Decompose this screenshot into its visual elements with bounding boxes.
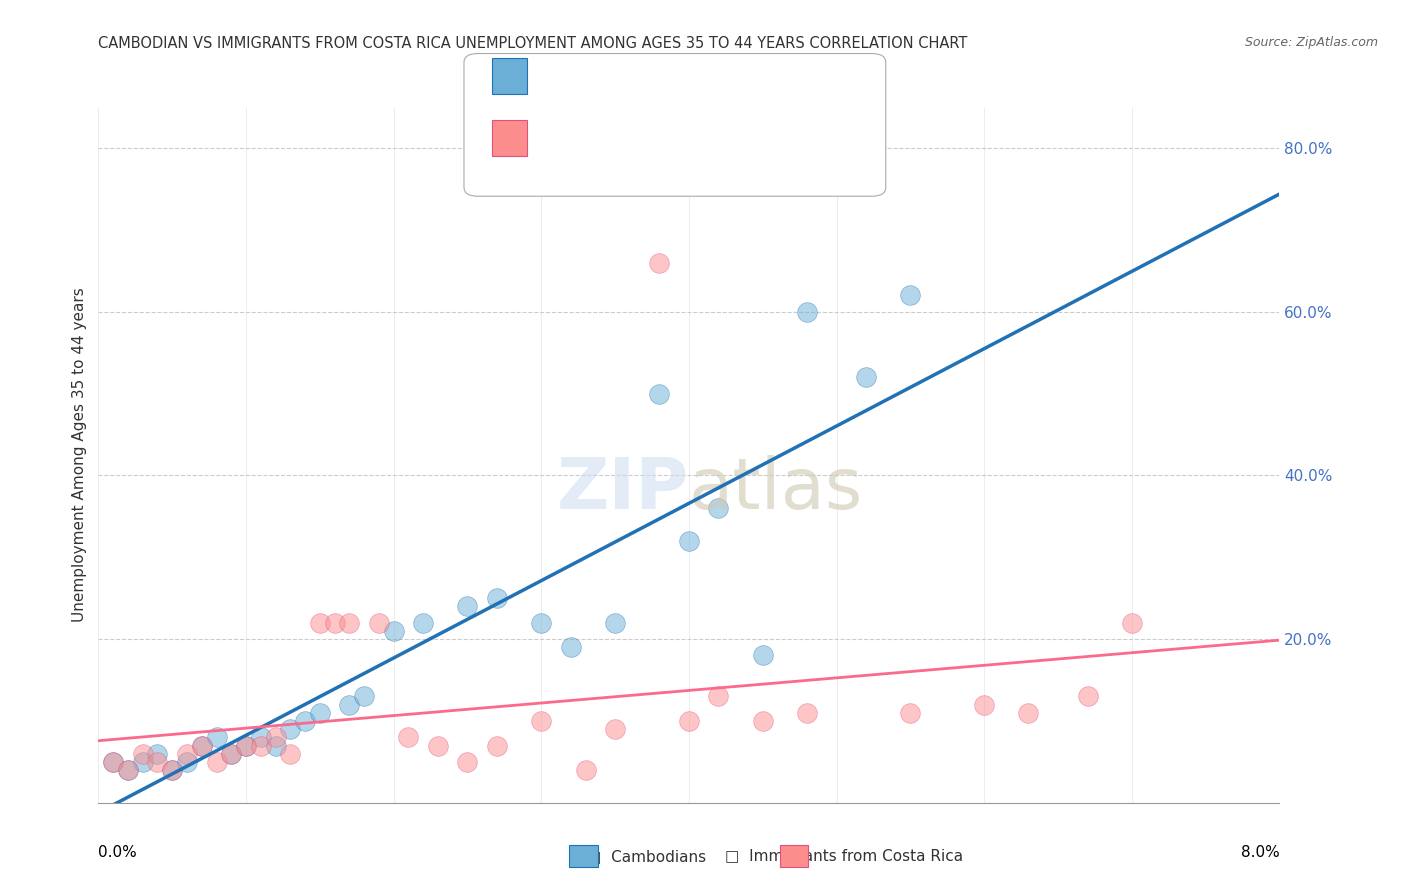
Point xyxy=(146,755,169,769)
Point xyxy=(205,755,228,769)
Point xyxy=(796,304,818,318)
Text: □  Immigrants from Costa Rica: □ Immigrants from Costa Rica xyxy=(724,849,963,863)
Point xyxy=(278,747,302,761)
Text: N =: N = xyxy=(661,69,695,83)
Point xyxy=(337,698,360,712)
Point xyxy=(264,731,287,745)
Point xyxy=(382,624,405,638)
Point xyxy=(1121,615,1143,630)
Point xyxy=(751,714,773,728)
Point xyxy=(132,755,155,769)
Point xyxy=(1077,690,1099,704)
Point xyxy=(751,648,773,663)
Point xyxy=(323,615,346,630)
Point xyxy=(235,739,257,753)
Point xyxy=(396,731,419,745)
Text: R =: R = xyxy=(534,131,568,145)
Point xyxy=(1017,706,1039,720)
Point xyxy=(132,747,155,761)
Text: ZIP: ZIP xyxy=(557,455,689,524)
Point xyxy=(678,533,700,548)
Text: CAMBODIAN VS IMMIGRANTS FROM COSTA RICA UNEMPLOYMENT AMONG AGES 35 TO 44 YEARS C: CAMBODIAN VS IMMIGRANTS FROM COSTA RICA … xyxy=(98,36,967,51)
Point xyxy=(605,722,627,736)
Point xyxy=(367,615,389,630)
Point xyxy=(855,370,877,384)
Point xyxy=(337,615,360,630)
Point xyxy=(205,731,228,745)
Point xyxy=(353,690,375,704)
Point xyxy=(250,739,273,753)
Point xyxy=(308,615,332,630)
Point xyxy=(176,755,198,769)
Point xyxy=(162,763,183,777)
Point xyxy=(191,739,214,753)
Point xyxy=(648,386,671,401)
Text: 0.316: 0.316 xyxy=(576,131,624,145)
Point xyxy=(796,706,818,720)
Point xyxy=(294,714,316,728)
Point xyxy=(412,615,434,630)
Point xyxy=(176,747,198,761)
Point xyxy=(678,714,700,728)
Text: □  Cambodians: □ Cambodians xyxy=(588,849,706,863)
Point xyxy=(485,739,508,753)
Text: R =: R = xyxy=(534,69,568,83)
Point xyxy=(530,714,553,728)
Point xyxy=(707,501,730,516)
Point xyxy=(456,755,478,769)
Point xyxy=(162,763,183,777)
Text: N =: N = xyxy=(661,131,695,145)
Point xyxy=(235,739,257,753)
Point xyxy=(191,739,214,753)
Point xyxy=(973,698,995,712)
Point xyxy=(707,690,730,704)
Point xyxy=(530,615,553,630)
Point xyxy=(117,763,139,777)
Point xyxy=(900,288,922,302)
Point xyxy=(456,599,478,614)
Point xyxy=(103,755,125,769)
Text: Source: ZipAtlas.com: Source: ZipAtlas.com xyxy=(1244,36,1378,49)
Point xyxy=(426,739,449,753)
Point xyxy=(117,763,139,777)
Point xyxy=(560,640,582,655)
Y-axis label: Unemployment Among Ages 35 to 44 years: Unemployment Among Ages 35 to 44 years xyxy=(72,287,87,623)
Text: 0.0%: 0.0% xyxy=(98,845,138,860)
Point xyxy=(278,722,302,736)
Point xyxy=(574,763,596,777)
Point xyxy=(264,739,287,753)
Point xyxy=(485,591,508,606)
Point xyxy=(219,747,242,761)
Text: 34: 34 xyxy=(710,131,731,145)
Text: 8.0%: 8.0% xyxy=(1240,845,1279,860)
Point xyxy=(250,731,273,745)
Point xyxy=(648,255,671,269)
Point xyxy=(900,706,922,720)
Text: 31: 31 xyxy=(710,69,731,83)
Text: atlas: atlas xyxy=(689,455,863,524)
Point xyxy=(219,747,242,761)
Point xyxy=(103,755,125,769)
Point xyxy=(308,706,332,720)
Point xyxy=(146,747,169,761)
Point xyxy=(605,615,627,630)
Text: 0.653: 0.653 xyxy=(576,69,624,83)
